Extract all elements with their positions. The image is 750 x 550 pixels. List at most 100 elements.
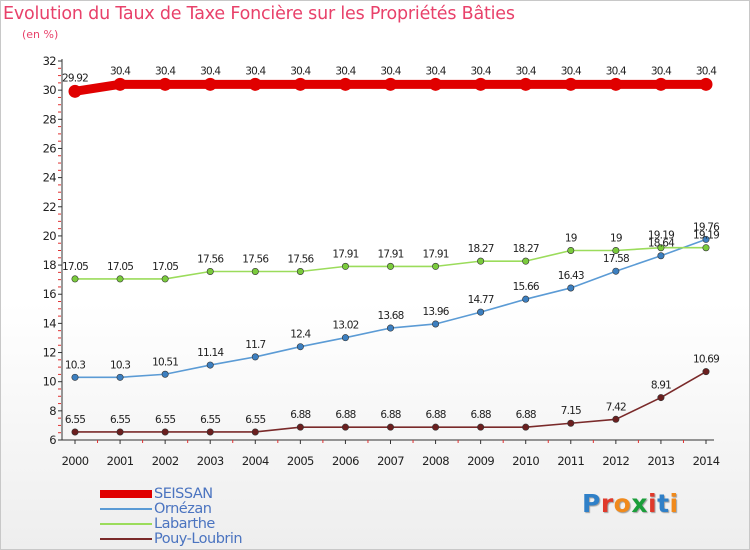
data-label-labarthe: 17.91 <box>423 248 449 260</box>
data-point-pouy-loubrin <box>71 428 79 436</box>
data-label-labarthe: 19.19 <box>648 230 674 242</box>
x-tick-label: 2014 <box>693 454 720 468</box>
data-label-labarthe: 17.91 <box>377 248 403 260</box>
data-label-labarthe: 18.27 <box>468 243 494 255</box>
x-tick-label: 2009 <box>467 454 494 468</box>
series-group <box>68 77 713 436</box>
data-label-labarthe: 19 <box>565 233 577 245</box>
data-label-orn-zan: 12.4 <box>290 329 311 341</box>
data-point-seissan <box>203 77 217 91</box>
data-label-orn-zan: 14.77 <box>468 294 494 306</box>
y-tick-label: 28 <box>43 112 57 126</box>
data-point-seissan <box>338 77 352 91</box>
data-label-labarthe: 17.05 <box>107 261 133 273</box>
data-point-seissan <box>699 77 713 91</box>
y-tick-label: 26 <box>43 141 57 155</box>
data-label-pouy-loubrin: 6.88 <box>471 409 491 421</box>
data-label-pouy-loubrin: 6.55 <box>200 414 220 426</box>
x-tick-label: 2003 <box>197 454 224 468</box>
data-point-orn-zan <box>702 235 710 243</box>
data-label-orn-zan: 15.66 <box>513 281 540 293</box>
legend-swatch <box>100 508 152 510</box>
y-axis-unit-label: (en %) <box>22 28 59 41</box>
data-point-labarthe <box>161 275 169 283</box>
data-point-seissan <box>609 77 623 91</box>
legend-label: Ornézan <box>154 501 212 517</box>
x-tick-label: 2007 <box>377 454 404 468</box>
data-point-labarthe <box>657 244 665 252</box>
x-tick-label: 2004 <box>242 454 269 468</box>
data-point-orn-zan <box>251 353 259 361</box>
data-label-seissan: 30.4 <box>245 65 266 77</box>
data-point-pouy-loubrin <box>296 423 304 431</box>
data-point-labarthe <box>702 244 710 252</box>
data-label-labarthe: 18.27 <box>513 243 539 255</box>
logo-letter: x <box>631 489 648 518</box>
x-tick-label: 2002 <box>152 454 179 468</box>
legend-swatch <box>100 490 152 498</box>
data-label-orn-zan: 17.58 <box>603 253 629 265</box>
data-label-labarthe: 17.05 <box>152 261 178 273</box>
proxiti-logo: Proxiti <box>582 489 679 518</box>
data-point-labarthe <box>567 247 575 255</box>
y-tick-label: 12 <box>43 346 57 360</box>
data-point-pouy-loubrin <box>116 428 124 436</box>
data-label-pouy-loubrin: 6.88 <box>380 409 400 421</box>
data-point-orn-zan <box>612 267 620 275</box>
data-label-orn-zan: 13.68 <box>377 310 403 322</box>
data-point-pouy-loubrin <box>341 423 349 431</box>
data-label-pouy-loubrin: 6.55 <box>155 414 175 426</box>
data-label-pouy-loubrin: 6.55 <box>110 414 130 426</box>
data-labels: 29.92 30.4 30.4 30.4 30.4 30.4 30.4 30.4 30.4 30.… <box>62 65 721 426</box>
data-label-seissan: 30.4 <box>471 65 492 77</box>
data-point-labarthe <box>432 262 440 270</box>
data-point-seissan <box>293 77 307 91</box>
logo-letter: r <box>600 489 614 518</box>
data-label-orn-zan: 10.3 <box>65 359 85 371</box>
data-point-seissan <box>158 77 172 91</box>
logo-letter: i <box>669 489 679 518</box>
data-point-orn-zan <box>657 252 665 260</box>
data-point-orn-zan <box>296 343 304 351</box>
data-point-labarthe <box>116 275 124 283</box>
data-point-labarthe <box>251 267 259 275</box>
data-point-labarthe <box>612 247 620 255</box>
data-label-orn-zan: 11.7 <box>245 339 265 351</box>
data-point-pouy-loubrin <box>477 423 485 431</box>
y-tick-label: 32 <box>43 54 57 68</box>
axes: 6 8 10 12 14 16 18 20 22 24 26 28 30 32 2000 2001 2002 20… <box>43 54 721 468</box>
legend-label: Pouy-Loubrin <box>154 531 243 547</box>
x-tick-label: 2001 <box>107 454 134 468</box>
data-label-orn-zan: 19.76 <box>693 221 720 233</box>
data-point-orn-zan <box>386 324 394 332</box>
data-point-pouy-loubrin <box>161 428 169 436</box>
data-label-pouy-loubrin: 7.15 <box>561 405 581 417</box>
data-label-orn-zan: 16.43 <box>558 270 584 282</box>
data-label-orn-zan: 18.64 <box>648 238 675 250</box>
data-point-pouy-loubrin <box>567 419 575 427</box>
legend-item-pouy-loubrin: Pouy-Loubrin <box>100 531 243 547</box>
data-point-pouy-loubrin <box>657 394 665 402</box>
x-tick-label: 2006 <box>332 454 359 468</box>
data-point-labarthe <box>296 267 304 275</box>
data-point-seissan <box>384 77 397 91</box>
data-point-pouy-loubrin <box>251 428 259 436</box>
legend-swatch <box>100 538 152 540</box>
data-label-orn-zan: 10.3 <box>110 359 130 371</box>
data-point-seissan <box>68 84 82 98</box>
legend-label: SEISSAN <box>154 486 213 502</box>
data-point-seissan <box>113 77 127 91</box>
x-tick-label: 2000 <box>62 454 89 468</box>
data-point-labarthe <box>341 262 349 270</box>
data-label-seissan: 30.4 <box>335 65 356 77</box>
data-point-labarthe <box>477 257 485 265</box>
data-label-seissan: 30.4 <box>200 65 221 77</box>
data-point-pouy-loubrin <box>206 428 214 436</box>
data-point-orn-zan <box>522 295 530 303</box>
legend-item-labarthe: Labarthe <box>100 516 215 532</box>
data-label-labarthe: 17.91 <box>332 248 358 260</box>
data-point-seissan <box>519 77 533 91</box>
logo-letter: t <box>657 489 670 518</box>
data-point-labarthe <box>522 257 530 265</box>
